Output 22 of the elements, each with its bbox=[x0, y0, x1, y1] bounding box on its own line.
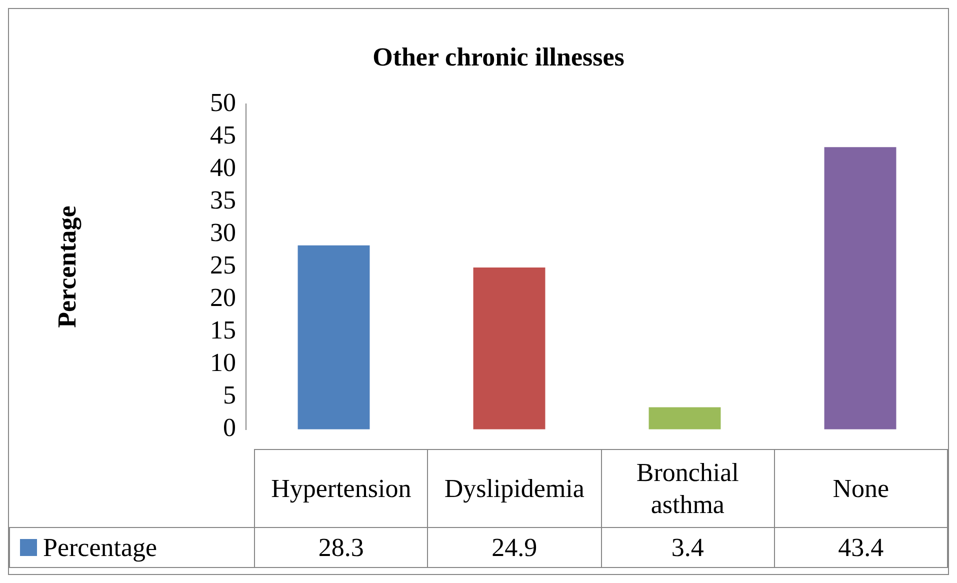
y-tick-label: 15 bbox=[210, 316, 236, 345]
y-tick-label: 35 bbox=[210, 186, 236, 215]
data-label: 43.4 bbox=[774, 528, 948, 568]
x-tick-label: None bbox=[774, 450, 948, 528]
y-tick-label: 5 bbox=[223, 380, 236, 410]
y-tick-label: 25 bbox=[210, 250, 236, 280]
y-tick-label: 30 bbox=[210, 218, 236, 248]
y-tick-label: 20 bbox=[210, 283, 236, 312]
y-tick-label: 10 bbox=[210, 348, 236, 378]
y-tick-label: 40 bbox=[210, 153, 236, 182]
y-axis-title: Percentage bbox=[52, 206, 82, 328]
legend-label: Percentage bbox=[43, 532, 158, 562]
data-label: 24.9 bbox=[428, 528, 602, 568]
x-tick-label: Hypertension bbox=[254, 450, 428, 528]
y-tick-label: 45 bbox=[210, 120, 236, 150]
data-label: 28.3 bbox=[254, 528, 428, 568]
y-tick-label: 0 bbox=[223, 413, 236, 442]
data-label: 3.4 bbox=[601, 528, 774, 568]
chart-title: Other chronic illnesses bbox=[372, 42, 624, 72]
y-tick-label: 50 bbox=[210, 88, 236, 118]
x-tick-label: Bronchial asthma bbox=[601, 450, 774, 528]
x-tick-label: Dyslipidemia bbox=[428, 450, 602, 528]
